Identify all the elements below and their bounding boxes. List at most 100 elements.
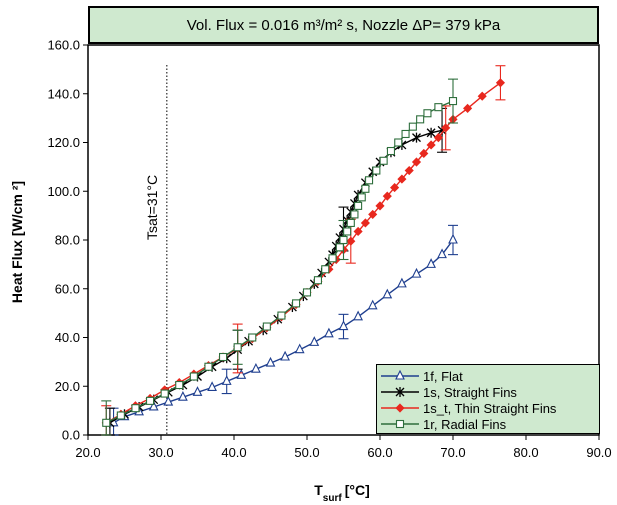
y-tick-label: 100.0: [47, 184, 80, 199]
data-point: [265, 356, 276, 367]
data-point: [404, 165, 414, 176]
data-point: [353, 226, 363, 237]
data-point: [251, 362, 261, 373]
data-point: [233, 343, 242, 352]
data-point: [346, 236, 356, 246]
data-point: [192, 386, 203, 396]
data-point: [219, 352, 228, 362]
data-point: [280, 350, 290, 361]
data-point: [397, 174, 407, 184]
data-point: [294, 343, 305, 354]
data-point: [262, 322, 271, 331]
legend: 1f, Flat 1s, Straight Fins 1s_t, Thin Stra…: [376, 364, 600, 434]
y-tick-label: 60.0: [55, 281, 80, 296]
data-point: [324, 327, 334, 338]
data-point: [364, 176, 374, 185]
data-point: [401, 129, 410, 139]
legend-swatch: [381, 403, 419, 413]
data-point: [382, 288, 393, 299]
x-tick-label: 50.0: [294, 445, 319, 460]
legend-item-4: 1r, Radial Fins: [381, 416, 595, 432]
data-point: [175, 380, 184, 390]
data-point: [408, 122, 417, 131]
legend-swatch: [381, 369, 419, 380]
tsat-annotation: Tsat=31°C: [144, 175, 160, 240]
data-point: [379, 156, 388, 165]
legend-item-2: 1s, Straight Fins: [381, 384, 595, 400]
legend-label: 1s, Straight Fins: [423, 384, 517, 400]
data-point: [131, 404, 140, 413]
data-point: [375, 201, 385, 211]
data-point: [221, 375, 232, 385]
x-tick-label: 30.0: [148, 445, 173, 460]
data-point: [434, 103, 443, 112]
data-point: [346, 218, 355, 227]
data-point: [395, 403, 405, 413]
data-point: [248, 333, 257, 342]
data-point: [204, 362, 213, 371]
data-point: [160, 389, 169, 398]
data-point: [412, 132, 421, 143]
data-point: [357, 193, 366, 202]
error-bar: [101, 400, 112, 436]
data-point: [386, 146, 396, 156]
data-point: [309, 336, 320, 346]
data-point: [433, 133, 443, 143]
x-tick-label: 60.0: [367, 445, 392, 460]
x-tick-label: 20.0: [75, 445, 100, 460]
data-point: [477, 91, 487, 101]
data-point: [339, 235, 348, 245]
chart-title: Vol. Flux = 0.016 m³/m² s, Nozzle ΔP= 37…: [88, 6, 599, 44]
data-point: [372, 166, 381, 175]
x-tick-label: 80.0: [513, 445, 538, 460]
data-point: [189, 372, 198, 381]
data-point: [495, 78, 506, 88]
data-point: [313, 276, 323, 285]
data-point: [302, 288, 312, 297]
data-point: [321, 265, 330, 274]
data-point: [390, 183, 400, 193]
data-point: [395, 387, 405, 397]
legend-label: 1f, Flat: [423, 368, 463, 384]
data-point: [395, 369, 405, 380]
x-tick-label: 90.0: [586, 445, 611, 460]
data-point: [146, 396, 155, 405]
data-point: [367, 299, 378, 310]
legend-swatch: [381, 419, 419, 429]
y-tick-label: 160.0: [47, 38, 80, 53]
data-point: [448, 97, 458, 106]
legend-label: 1s_t, Thin Straight Fins: [423, 400, 557, 416]
data-point: [353, 310, 363, 321]
legend-swatch: [381, 387, 419, 397]
data-point: [338, 320, 349, 331]
series-4: [101, 78, 458, 436]
data-point: [441, 123, 451, 133]
data-point: [236, 369, 247, 379]
data-point: [207, 381, 217, 392]
data-point: [382, 191, 392, 201]
data-point: [291, 299, 301, 308]
data-point: [419, 148, 429, 159]
legend-item-1: 1f, Flat: [381, 368, 595, 384]
data-point: [163, 395, 174, 406]
data-point: [397, 277, 407, 288]
y-tick-label: 80.0: [55, 233, 80, 248]
y-tick-label: 0.0: [62, 428, 80, 443]
x-tick-label: 70.0: [440, 445, 465, 460]
data-point: [463, 103, 473, 113]
data-point: [448, 233, 458, 244]
data-point: [426, 140, 436, 150]
data-point: [350, 210, 359, 219]
data-point: [395, 419, 405, 429]
data-point: [354, 201, 363, 210]
y-axis-label: Heat Flux [W/cm ²]: [9, 181, 25, 303]
x-tick-label: 40.0: [221, 445, 246, 460]
y-tick-label: 140.0: [47, 86, 80, 101]
data-point: [178, 390, 188, 401]
data-point: [148, 400, 159, 411]
data-point: [416, 115, 425, 124]
data-point: [343, 227, 352, 236]
data-point: [328, 254, 337, 263]
data-point: [368, 209, 378, 219]
